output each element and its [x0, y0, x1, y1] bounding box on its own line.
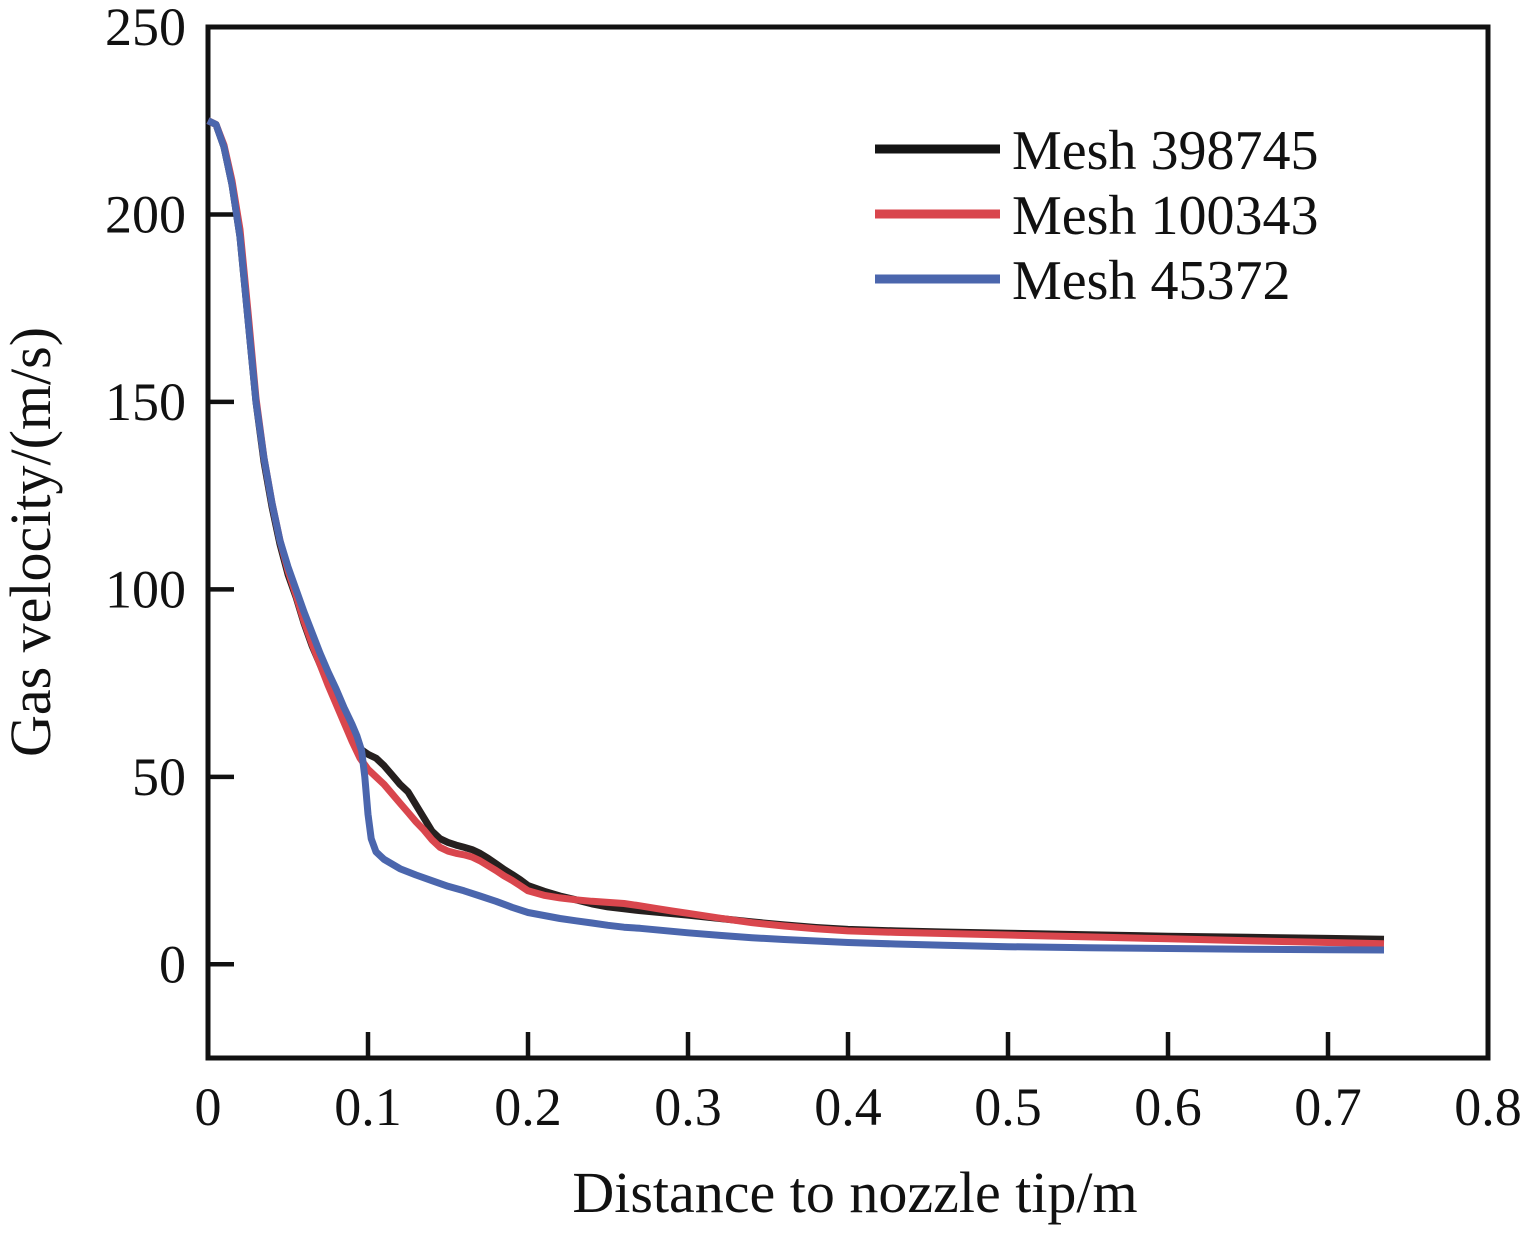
x-tick-label: 0.8: [1454, 1077, 1522, 1137]
x-tick-label: 0.6: [1134, 1077, 1202, 1137]
y-tick-label: 200: [105, 184, 186, 244]
y-tick-label: 250: [105, 0, 186, 57]
x-tick-label: 0.4: [814, 1077, 882, 1137]
x-axis-ticks: 0 0.1 0.2 0.3 0.4 0.5 0.6 0.7 0.8: [195, 1032, 1522, 1137]
legend-label: Mesh 398745: [1012, 120, 1318, 182]
x-axis-title: Distance to nozzle tip/m: [572, 1160, 1137, 1225]
x-tick-label: 0.3: [654, 1077, 722, 1137]
y-tick-label: 100: [105, 559, 186, 619]
x-tick-label: 0.5: [974, 1077, 1042, 1137]
x-tick-label: 0.2: [494, 1077, 562, 1137]
y-tick-label: 0: [159, 934, 186, 994]
y-tick-label: 150: [105, 372, 186, 432]
x-tick-label: 0.1: [334, 1077, 402, 1137]
legend-label: Mesh 100343: [1012, 185, 1318, 247]
legend-label: Mesh 45372: [1012, 250, 1290, 312]
y-axis-ticks: 0 50 100 150 200 250: [105, 0, 234, 994]
y-axis-title: Gas velocity/(m/s): [0, 327, 63, 757]
series-line-mesh-45372: [206, 117, 1385, 954]
y-tick-label: 50: [132, 747, 186, 807]
series-lines: [206, 117, 1385, 954]
x-tick-label: 0.7: [1294, 1077, 1362, 1137]
x-tick-label: 0: [195, 1077, 222, 1137]
